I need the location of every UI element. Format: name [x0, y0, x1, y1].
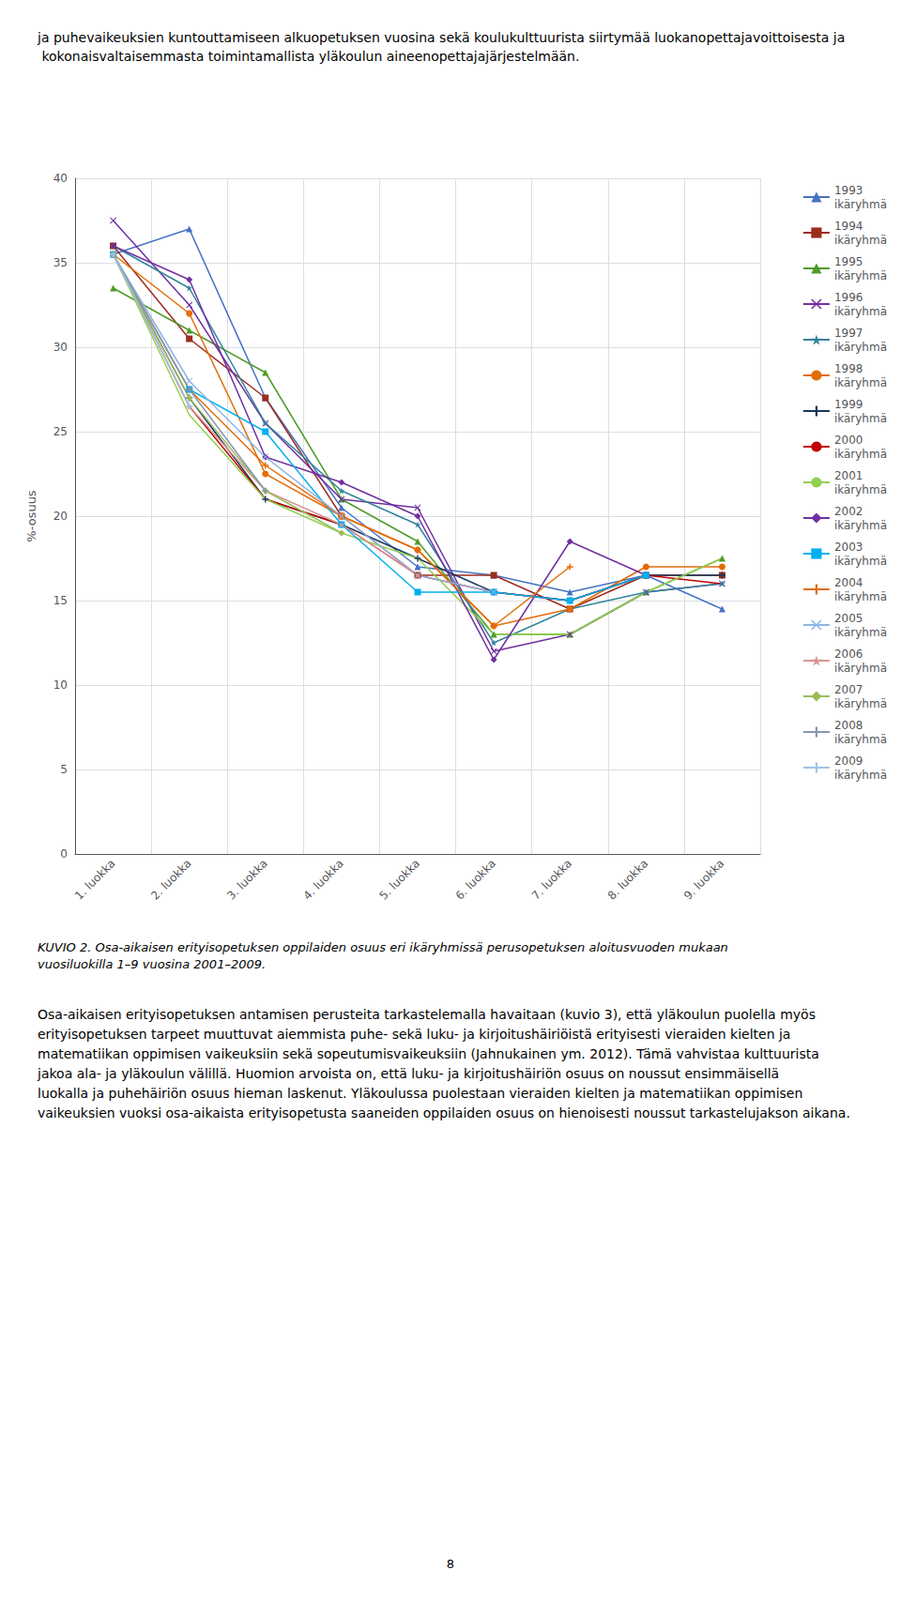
svg-text:KUVIO 2. Osa-aikaisen erityiso: KUVIO 2. Osa-aikaisen erityisopetuksen o…: [37, 940, 733, 955]
svg-text:1. luokka: 1. luokka: [72, 856, 118, 902]
svg-text:ikäryhmä: ikäryhmä: [834, 554, 887, 568]
svg-text:2004: 2004: [834, 576, 864, 590]
svg-text:2008: 2008: [834, 718, 864, 733]
svg-text:ikäryhmä: ikäryhmä: [834, 412, 887, 426]
svg-text:3. luokka: 3. luokka: [224, 856, 270, 902]
svg-text:2007: 2007: [834, 683, 864, 697]
svg-text:jakoa ala- ja yläkoulun välill: jakoa ala- ja yläkoulun välillä. Huomion…: [36, 1066, 784, 1082]
svg-text:1997: 1997: [834, 326, 864, 340]
svg-text:2001: 2001: [834, 469, 864, 483]
svg-text:ikäryhmä: ikäryhmä: [834, 733, 887, 747]
svg-text:luokalla ja puhehäiriön osuus: luokalla ja puhehäiriön osuus hieman las…: [37, 1085, 808, 1101]
svg-text:1995: 1995: [834, 255, 864, 269]
svg-text:ja puhevaikeuksien kuntouttami: ja puhevaikeuksien kuntouttamiseen alkuo…: [36, 30, 845, 46]
svg-text:ikäryhmä: ikäryhmä: [834, 233, 887, 247]
svg-text:ikäryhmä: ikäryhmä: [834, 626, 887, 640]
svg-text:40: 40: [53, 171, 68, 185]
svg-text:15: 15: [53, 594, 68, 608]
svg-text:kokonaisvaltaisemmasta toimint: kokonaisvaltaisemmasta toimintamallista …: [37, 48, 580, 64]
svg-text:35: 35: [53, 256, 68, 270]
svg-text:vaikeuksien vuoksi osa-aikaist: vaikeuksien vuoksi osa-aikaista erityiso…: [37, 1105, 851, 1121]
svg-text:ikäryhmä: ikäryhmä: [834, 697, 887, 711]
svg-text:2000: 2000: [834, 433, 864, 447]
svg-text:2. luokka: 2. luokka: [148, 856, 194, 902]
svg-text:erityisopetuksen tarpeet muutt: erityisopetuksen tarpeet muuttuvat aiemm…: [37, 1026, 795, 1042]
svg-text:ikäryhmä: ikäryhmä: [834, 376, 887, 390]
svg-text:2009: 2009: [834, 754, 864, 768]
svg-text:ikäryhmä: ikäryhmä: [834, 198, 887, 212]
svg-text:ikäryhmä: ikäryhmä: [834, 483, 887, 497]
svg-text:%-osuus: %-osuus: [24, 489, 39, 542]
svg-text:ikäryhmä: ikäryhmä: [834, 269, 887, 283]
svg-text:1996: 1996: [834, 290, 864, 305]
svg-text:2002: 2002: [834, 504, 864, 519]
svg-text:5. luokka: 5. luokka: [377, 856, 423, 902]
svg-text:2003: 2003: [834, 540, 864, 554]
svg-text:25: 25: [53, 425, 68, 439]
svg-text:4. luokka: 4. luokka: [300, 856, 346, 902]
svg-text:20: 20: [53, 509, 68, 523]
svg-text:1999: 1999: [834, 397, 864, 412]
svg-text:ikäryhmä: ikäryhmä: [834, 661, 887, 675]
svg-text:1998: 1998: [834, 362, 864, 376]
svg-text:ikäryhmä: ikäryhmä: [834, 340, 887, 354]
svg-text:9. luokka: 9. luokka: [681, 856, 727, 902]
svg-text:1993: 1993: [834, 183, 864, 198]
svg-text:10: 10: [53, 678, 68, 692]
svg-text:8: 8: [446, 1557, 455, 1572]
svg-text:ikäryhmä: ikäryhmä: [834, 590, 887, 604]
svg-text:vuosiluokilla 1–9 vuosina 2001: vuosiluokilla 1–9 vuosina 2001–2009.: [37, 957, 266, 972]
svg-text:ikäryhmä: ikäryhmä: [834, 768, 887, 782]
svg-text:2006: 2006: [834, 647, 864, 661]
svg-text:ikäryhmä: ikäryhmä: [834, 305, 887, 319]
svg-text:2005: 2005: [834, 611, 864, 626]
svg-text:7. luokka: 7. luokka: [529, 856, 575, 902]
svg-text:1994: 1994: [834, 219, 864, 233]
svg-text:8. luokka: 8. luokka: [605, 856, 651, 902]
svg-text:0: 0: [60, 847, 68, 861]
svg-text:30: 30: [53, 340, 68, 354]
svg-text:Osa-aikaisen erityisopetuksen: Osa-aikaisen erityisopetuksen antamisen …: [37, 1007, 820, 1023]
svg-text:ikäryhmä: ikäryhmä: [834, 519, 887, 533]
svg-text:ikäryhmä: ikäryhmä: [834, 447, 887, 461]
svg-text:matematiikan oppimisen vaikeuk: matematiikan oppimisen vaikeuksiin sekä …: [37, 1046, 824, 1062]
svg-text:5: 5: [60, 763, 68, 777]
svg-text:6. luokka: 6. luokka: [453, 856, 499, 902]
